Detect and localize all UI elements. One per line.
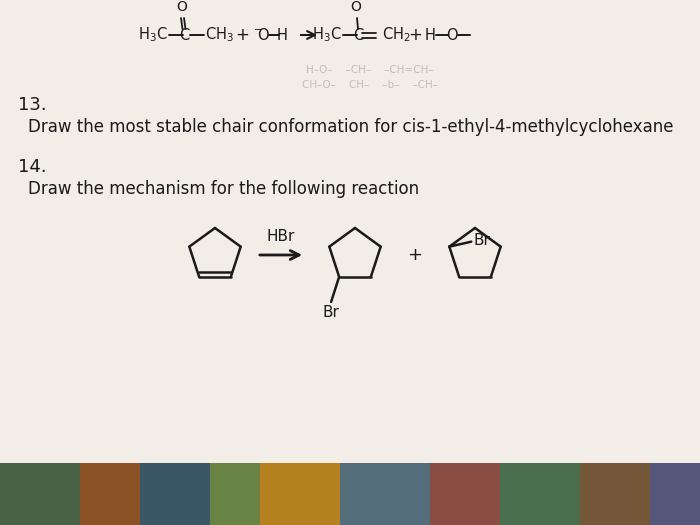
Bar [580,463,650,525]
Text: CH–O–    CH–    –b–    –CH–: CH–O– CH– –b– –CH– [302,80,438,90]
Text: 14.: 14. [18,158,47,176]
Text: C: C [179,27,189,43]
Bar [0,463,80,525]
Text: +: + [235,26,249,44]
Text: $\mathrm{H_3C}$: $\mathrm{H_3C}$ [312,26,342,44]
Text: H: H [276,27,288,43]
Bar [260,463,340,525]
Text: O: O [257,27,269,43]
Text: Br: Br [323,305,339,320]
Text: +: + [407,246,423,264]
Text: C: C [353,27,363,43]
Text: O: O [446,27,458,43]
Text: O: O [176,0,188,14]
Bar [0,463,700,525]
Bar [500,463,580,525]
Bar [650,463,700,525]
Text: O: O [351,0,361,14]
Bar [80,463,140,525]
Bar [210,463,260,525]
Text: Draw the most stable chair conformation for cis-1-ethyl-4-methylcyclohexane: Draw the most stable chair conformation … [28,118,673,136]
Bar [0,0,700,465]
Text: −: − [254,25,262,35]
Text: $\mathrm{CH_3}$: $\mathrm{CH_3}$ [205,26,234,44]
Text: 13.: 13. [18,96,47,114]
Text: HBr: HBr [267,229,295,244]
Bar [340,463,430,525]
Text: H–O–    –CH–    –CH=CH–: H–O– –CH– –CH=CH– [306,65,434,75]
Bar [140,463,210,525]
Text: Br: Br [473,233,490,248]
Text: +: + [408,26,422,44]
Text: $\mathrm{H_3C}$: $\mathrm{H_3C}$ [139,26,168,44]
Bar [430,463,500,525]
Text: H: H [425,27,435,43]
Text: $\mathrm{CH_2}$: $\mathrm{CH_2}$ [382,26,411,44]
Text: Draw the mechanism for the following reaction: Draw the mechanism for the following rea… [28,180,419,198]
